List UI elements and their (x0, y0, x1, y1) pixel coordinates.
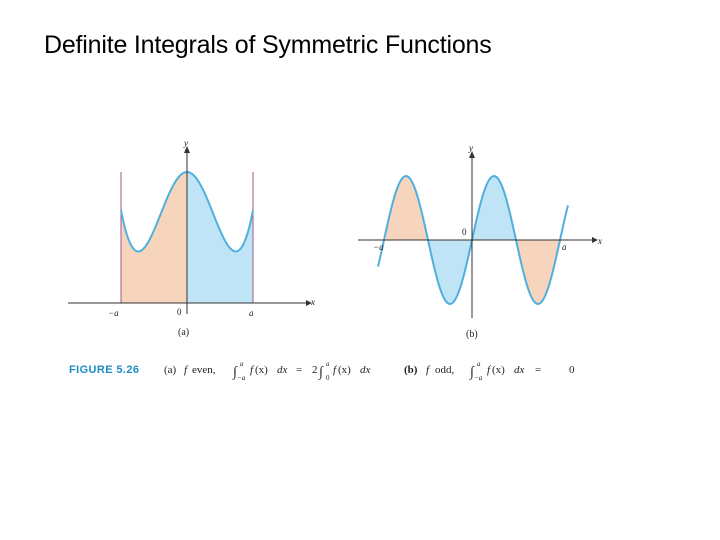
figure-tag: FIGURE 5.26 (69, 364, 139, 376)
x-axis-label-a: x (310, 297, 315, 307)
svg-text:−a: −a (474, 374, 483, 382)
caption-a-f: f (184, 364, 189, 376)
svg-text:a: a (240, 360, 244, 368)
svg-text:a: a (477, 360, 481, 368)
svg-text:∫: ∫ (469, 365, 475, 380)
svg-text:−a: −a (237, 374, 246, 382)
panel-label-a: (a) (178, 327, 189, 338)
svg-text:f: f (487, 364, 492, 376)
tick-label-zero-a: 0 (177, 307, 182, 317)
panel-a-even-function: y x −a 0 a (a) (68, 138, 315, 338)
y-axis-label-b: y (468, 143, 473, 153)
svg-text:f: f (333, 364, 338, 376)
svg-text:=: = (535, 364, 541, 376)
panel-label-b: (b) (466, 329, 478, 340)
figure-caption: FIGURE 5.26 (a) f even, ∫ a −a f (x) dx … (69, 360, 575, 382)
svg-text:(x): (x) (255, 364, 268, 376)
svg-text:=: = (296, 364, 302, 376)
svg-text:dx: dx (277, 364, 288, 376)
caption-a-formula: ∫ a −a f (x) dx = 2 ∫ a 0 f (x) dx (232, 360, 371, 382)
region-right-blue-hump (472, 176, 516, 240)
y-axis-arrow-a (184, 146, 190, 153)
svg-text:2: 2 (312, 364, 318, 376)
tick-label-zero-b: 0 (462, 227, 467, 237)
x-axis-label-b: x (597, 236, 602, 246)
y-axis-label-a: y (183, 138, 188, 148)
svg-text:(x): (x) (492, 364, 505, 376)
caption-b-odd: odd, (435, 364, 455, 376)
region-left-blue-trough (428, 240, 472, 304)
caption-part-b: (b) (404, 364, 418, 376)
caption-a-even: even, (192, 364, 216, 376)
svg-text:∫: ∫ (232, 365, 238, 380)
region-right-orange-trough (516, 240, 560, 304)
svg-text:0: 0 (326, 374, 330, 382)
y-axis-arrow-b (469, 151, 475, 158)
region-left-orange (121, 172, 187, 303)
svg-text:dx: dx (360, 364, 371, 376)
tick-label-neg-a-a: −a (108, 308, 119, 318)
svg-text:dx: dx (514, 364, 525, 376)
svg-text:∫: ∫ (318, 365, 324, 380)
curve-odd (377, 174, 569, 306)
svg-text:0: 0 (569, 364, 575, 376)
caption-part-a: (a) (164, 364, 177, 376)
tick-label-pos-a-b: a (562, 242, 567, 252)
caption-b-f: f (426, 364, 431, 376)
tick-label-neg-a-b: −a (373, 242, 384, 252)
tick-label-pos-a-a: a (249, 308, 254, 318)
x-axis-arrow-b (592, 237, 598, 243)
x-axis-arrow-a (306, 300, 312, 306)
region-right-blue (187, 172, 253, 303)
caption-b-formula: ∫ a −a f (x) dx = 0 (469, 360, 575, 382)
svg-text:f: f (250, 364, 255, 376)
panel-b-odd-function: y x −a 0 a (b) (358, 143, 602, 340)
svg-text:a: a (326, 360, 330, 368)
slide-title: Definite Integrals of Symmetric Function… (44, 31, 492, 59)
svg-text:(x): (x) (338, 364, 351, 376)
